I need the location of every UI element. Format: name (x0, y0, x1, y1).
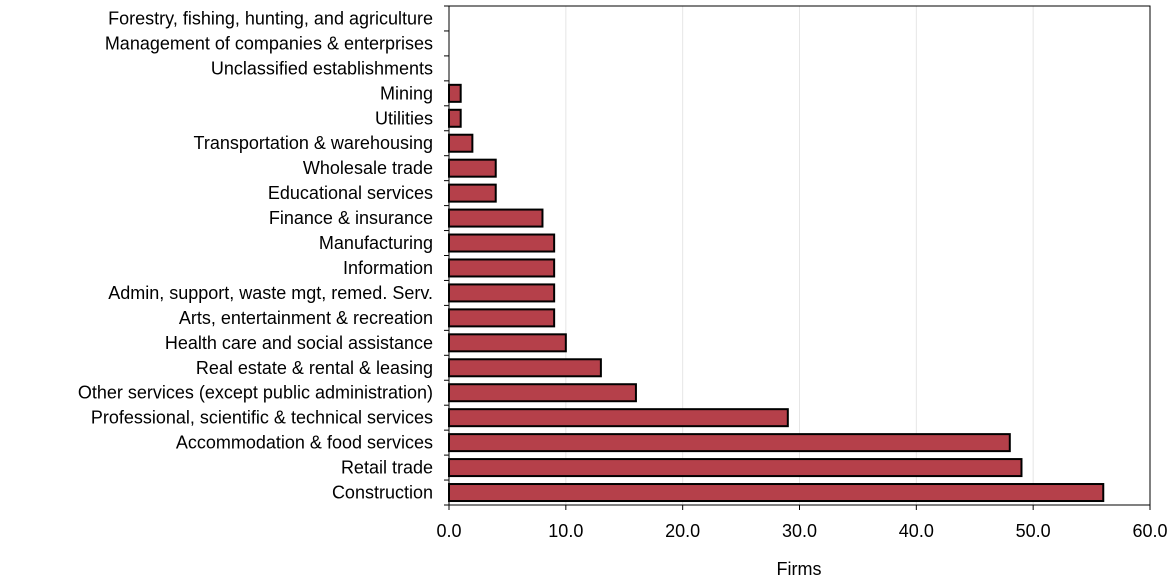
x-tick-label: 20.0 (665, 521, 700, 541)
axes (444, 5, 1151, 510)
category-label: Forestry, fishing, hunting, and agricult… (108, 8, 433, 28)
x-tick-label: 30.0 (782, 521, 817, 541)
bar (448, 308, 556, 328)
category-label: Accommodation & food services (176, 433, 433, 453)
bar (448, 133, 474, 153)
plot-frame (448, 5, 1151, 506)
category-label: Manufacturing (319, 233, 433, 253)
category-label: Health care and social assistance (165, 333, 433, 353)
bar-series (448, 83, 1105, 503)
category-label: Other services (except public administra… (78, 383, 433, 403)
bar (448, 158, 497, 178)
bar (448, 333, 567, 353)
bar (448, 183, 497, 203)
category-labels: Forestry, fishing, hunting, and agricult… (78, 8, 433, 502)
x-tick-label: 60.0 (1132, 521, 1167, 541)
bar (448, 233, 556, 253)
category-label: Utilities (375, 108, 433, 128)
category-label: Professional, scientific & technical ser… (91, 408, 433, 428)
category-label: Management of companies & enterprises (105, 33, 433, 53)
category-label: Retail trade (341, 458, 433, 478)
x-tick-labels: 0.0 10.0 20.0 30.0 40.0 50.0 60.0 (436, 521, 1167, 541)
bar (448, 208, 544, 228)
bar (448, 433, 1011, 453)
x-tick-label: 10.0 (548, 521, 583, 541)
gridlines (565, 6, 1151, 505)
category-label: Mining (380, 83, 433, 103)
category-label: Transportation & warehousing (194, 133, 433, 153)
bar (448, 83, 462, 103)
category-label: Real estate & rental & leasing (196, 358, 433, 378)
category-label: Admin, support, waste mgt, remed. Serv. (108, 283, 433, 303)
bar (448, 258, 556, 278)
category-label: Arts, entertainment & recreation (179, 308, 433, 328)
x-tick-label: 0.0 (436, 521, 461, 541)
category-label: Unclassified establishments (211, 58, 433, 78)
bar (448, 383, 637, 403)
bar (448, 458, 1023, 478)
category-label: Information (343, 258, 433, 278)
bar (448, 483, 1105, 503)
category-label: Construction (332, 483, 433, 503)
bar (448, 283, 556, 303)
category-label: Educational services (268, 183, 433, 203)
x-tick-label: 40.0 (899, 521, 934, 541)
x-tick-label: 50.0 (1016, 521, 1051, 541)
bar (448, 408, 789, 428)
bar (448, 358, 602, 378)
x-axis-title: Firms (777, 559, 822, 579)
bar (448, 108, 462, 128)
category-label: Finance & insurance (269, 208, 433, 228)
category-label: Wholesale trade (303, 158, 433, 178)
